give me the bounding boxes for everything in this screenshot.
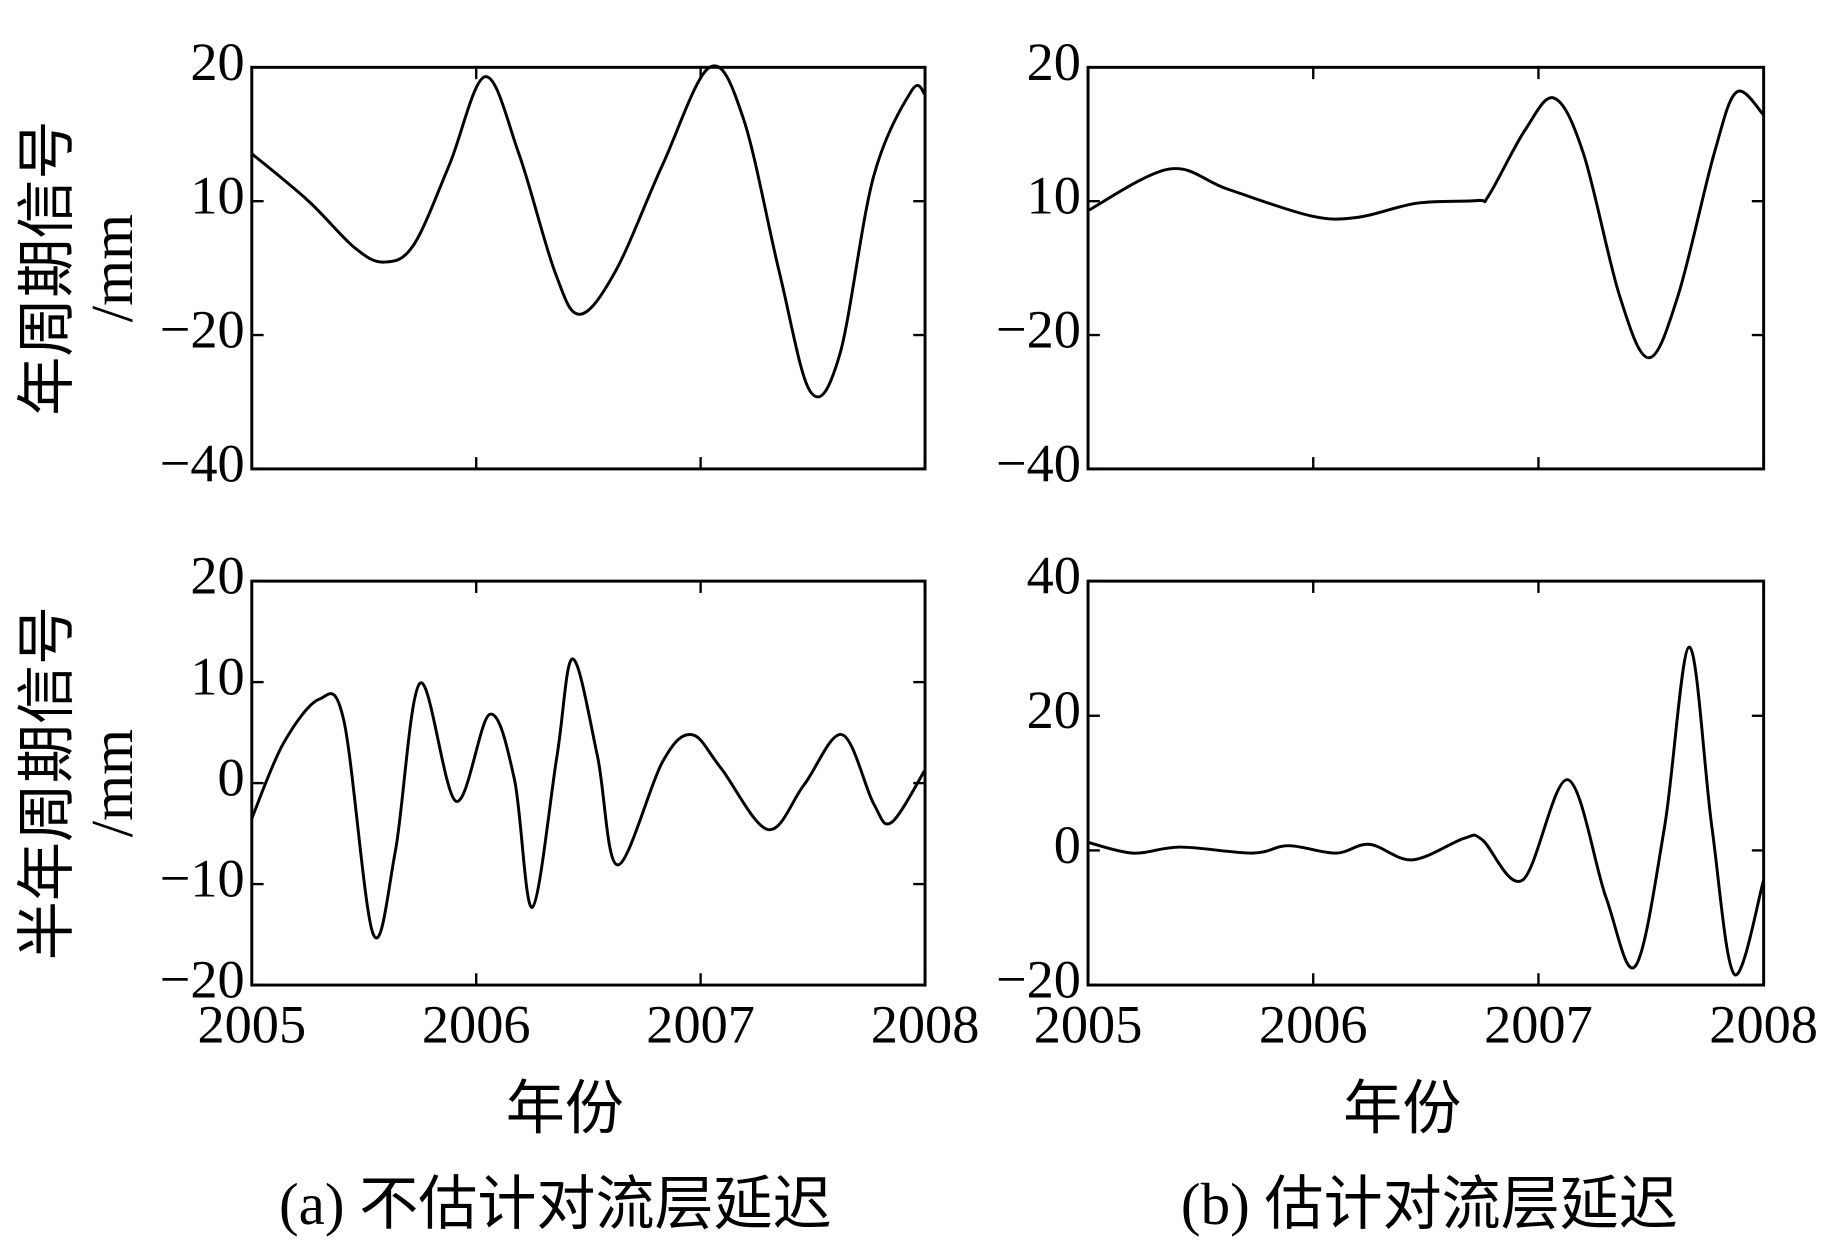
x-tick-label: 2005 bbox=[1034, 994, 1143, 1054]
y-tick-label: 20 bbox=[190, 32, 244, 92]
y-tick-label: −20 bbox=[996, 300, 1081, 360]
x-axis-label: 年份 bbox=[506, 1076, 624, 1142]
x-tick-label: 2007 bbox=[646, 994, 755, 1054]
x-tick-label: 2007 bbox=[1484, 994, 1593, 1054]
caption: (a) 不估计对流层延迟 bbox=[279, 1171, 832, 1237]
y-tick-label: −20 bbox=[160, 950, 245, 1010]
y-tick-label: 20 bbox=[1027, 680, 1081, 740]
x-tick-label: 2008 bbox=[871, 994, 980, 1054]
y-tick-label: −10 bbox=[160, 849, 245, 909]
data-line bbox=[250, 657, 927, 940]
y-tick-label: 20 bbox=[190, 546, 244, 606]
y-axis-label: 年周期信号 bbox=[14, 120, 80, 415]
y-tick-label: 10 bbox=[190, 166, 244, 226]
data-line bbox=[1087, 645, 1766, 976]
y-axis-label: /mm bbox=[79, 729, 145, 837]
x-tick-label: 2006 bbox=[1259, 994, 1368, 1054]
y-axis-label: /mm bbox=[79, 214, 145, 322]
plot-frame bbox=[1086, 65, 1766, 471]
plot-frame bbox=[250, 65, 927, 471]
x-tick-label: 2006 bbox=[422, 994, 531, 1054]
data-line bbox=[250, 64, 927, 399]
y-tick-label: 20 bbox=[1027, 32, 1081, 92]
y-tick-label: −20 bbox=[160, 300, 245, 360]
y-tick-label: 40 bbox=[1027, 546, 1081, 606]
caption: (b) 估计对流层延迟 bbox=[1181, 1171, 1678, 1237]
y-tick-label: 10 bbox=[190, 647, 244, 707]
y-tick-label: 0 bbox=[218, 748, 245, 808]
x-axis-label: 年份 bbox=[1343, 1076, 1461, 1142]
x-tick-label: 2008 bbox=[1709, 994, 1818, 1054]
y-axis-label: 半年周期信号 bbox=[14, 606, 80, 960]
plot-frame bbox=[250, 579, 927, 987]
data-line bbox=[1087, 89, 1765, 360]
y-tick-label: −20 bbox=[996, 950, 1081, 1010]
y-tick-label: 10 bbox=[1027, 166, 1081, 226]
y-tick-label: −40 bbox=[996, 433, 1081, 493]
y-tick-label: 0 bbox=[1054, 815, 1081, 875]
plot-frame bbox=[1086, 579, 1766, 987]
x-tick-label: 2005 bbox=[197, 994, 306, 1054]
y-tick-label: −40 bbox=[160, 433, 245, 493]
